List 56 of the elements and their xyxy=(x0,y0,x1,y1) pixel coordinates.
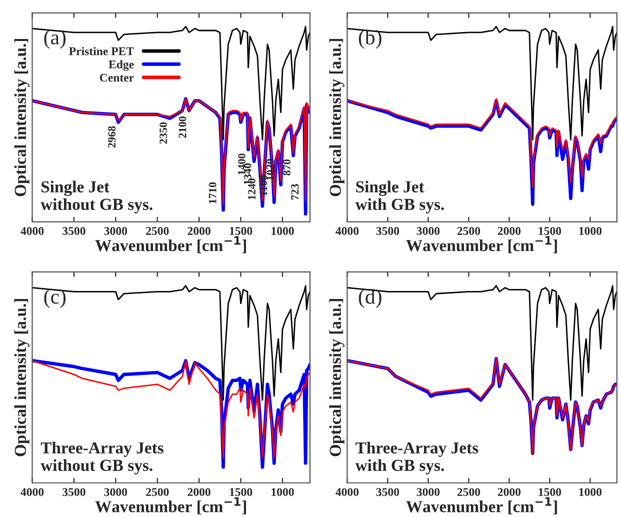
legend-label: Edge xyxy=(108,60,134,71)
annotation: Three-Array Jets with GB sys. xyxy=(355,442,478,474)
x-tick-label: 4000 xyxy=(20,226,44,235)
x-tick-label: 4000 xyxy=(20,488,44,496)
y-axis-title: Optical intensity [a.u.] xyxy=(329,38,344,196)
y-axis-title: Optical intensity [a.u.] xyxy=(329,299,344,456)
x-tick-label: 3500 xyxy=(376,488,400,496)
x-tick-label: 4000 xyxy=(336,488,359,496)
annotation: (c) xyxy=(44,289,66,308)
annotation: 723 xyxy=(291,184,299,200)
annotation: 2100 xyxy=(178,116,186,138)
annotation: Single Jet with GB sys. xyxy=(355,180,444,214)
x-tick-label: 3500 xyxy=(62,488,86,496)
annotation: Three-Array Jets without GB sys. xyxy=(40,442,164,474)
annotation: 1100 xyxy=(260,175,268,196)
x-tick-label: 2500 xyxy=(146,226,169,235)
x-tick-label: 1500 xyxy=(538,488,562,496)
annotation: 1710 xyxy=(208,182,216,204)
x-tick-label: 1000 xyxy=(272,488,294,496)
annotation: 2350 xyxy=(160,122,168,144)
x-tick-label: 2500 xyxy=(457,488,480,496)
x-tick-label: 3500 xyxy=(376,226,400,235)
x-axis-title: Wavenumber [cm$^{−1}$] xyxy=(406,236,557,254)
x-tick-label: 1500 xyxy=(230,226,252,235)
legend-label: Center xyxy=(100,74,134,82)
annotation: (b) xyxy=(358,30,382,49)
x-tick-label: 3500 xyxy=(62,226,86,235)
x-tick-label: 3000 xyxy=(104,488,128,496)
x-axis-title: Wavenumber [cm$^{−1}$] xyxy=(95,236,246,254)
x-tick-label: 2500 xyxy=(457,226,480,235)
annotation: 1400 xyxy=(238,154,246,175)
x-axis-title: Wavenumber [cm$^{−1}$] xyxy=(95,497,246,514)
x-tick-label: 3000 xyxy=(416,226,440,235)
x-axis-title: Wavenumber [cm$^{−1}$] xyxy=(406,497,557,514)
y-axis-title: Optical intensity [a.u.] xyxy=(14,38,30,196)
x-tick-label: 1000 xyxy=(579,488,602,496)
x-tick-label: 2500 xyxy=(146,488,169,496)
annotation: 1020 xyxy=(266,159,274,180)
annotation: 870 xyxy=(283,159,291,176)
x-tick-label: 2000 xyxy=(498,226,521,235)
x-tick-label: 1500 xyxy=(230,488,252,496)
x-tick-label: 1000 xyxy=(579,226,602,235)
x-tick-label: 3000 xyxy=(416,488,440,496)
annotation: (a) xyxy=(44,30,66,49)
x-tick-label: 2000 xyxy=(188,488,210,496)
annotation: Single Jet without GB sys. xyxy=(40,180,152,214)
annotation: (d) xyxy=(358,289,382,308)
x-tick-label: 1000 xyxy=(272,226,294,235)
legend-label: Pristine PET xyxy=(69,46,134,56)
x-tick-label: 2000 xyxy=(188,226,210,235)
x-tick-label: 2000 xyxy=(498,488,521,496)
x-tick-label: 3000 xyxy=(104,226,128,235)
x-tick-label: 1500 xyxy=(538,226,562,235)
x-tick-label: 4000 xyxy=(336,226,359,235)
y-axis-title: Optical intensity [a.u.] xyxy=(14,299,30,456)
annotation: 2968 xyxy=(108,126,116,148)
